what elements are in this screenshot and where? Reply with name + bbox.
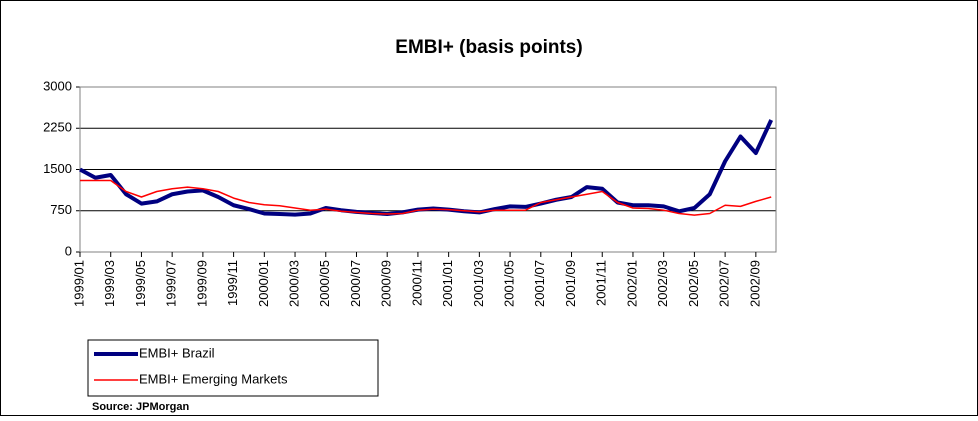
x-tick-label: 2000/11 <box>409 260 424 306</box>
legend-box <box>87 339 379 397</box>
series-line <box>80 179 772 216</box>
x-tick-label: 2001/07 <box>532 260 547 307</box>
legend-label: EMBI+ Emerging Markets <box>139 371 288 386</box>
x-tick-label: 2000/07 <box>348 260 363 307</box>
x-tick-label: 2001/11 <box>594 260 609 306</box>
x-tick-label: 2002/03 <box>655 260 670 307</box>
x-tick-label: 2000/09 <box>379 260 394 307</box>
x-tick-label: 1999/03 <box>102 260 117 307</box>
y-tick-label: 750 <box>50 202 72 217</box>
x-tick-label: 2002/09 <box>747 260 762 307</box>
x-tick-label: 1999/09 <box>194 260 209 307</box>
x-tick-label: 2001/09 <box>563 260 578 307</box>
y-tick-label: 1500 <box>43 161 72 176</box>
x-tick-label: 2000/05 <box>317 260 332 307</box>
x-tick-label: 2002/01 <box>624 260 639 307</box>
x-tick-label: 1999/05 <box>133 260 148 307</box>
y-tick-label: 3000 <box>43 78 72 93</box>
chart-title: EMBI+ (basis points) <box>395 37 582 58</box>
x-tick-label: 2001/01 <box>440 260 455 307</box>
x-tick-label: 1999/01 <box>71 260 86 307</box>
x-tick-label: 2000/03 <box>286 260 301 307</box>
x-tick-label: 2002/07 <box>717 260 732 307</box>
y-tick-label: 2250 <box>43 120 72 135</box>
x-tick-label: 2001/03 <box>471 260 486 307</box>
x-tick-label: 2000/01 <box>256 260 271 307</box>
legend-label: EMBI+ Brazil <box>139 345 215 360</box>
source: Source: JPMorgan <box>92 401 189 413</box>
x-tick-label: 2001/05 <box>502 260 517 307</box>
x-tick-label: 2002/05 <box>686 260 701 307</box>
x-tick-label: 1999/07 <box>164 260 179 307</box>
y-tick-label: 0 <box>65 243 72 258</box>
x-tick-label: 1999/11 <box>225 260 240 306</box>
